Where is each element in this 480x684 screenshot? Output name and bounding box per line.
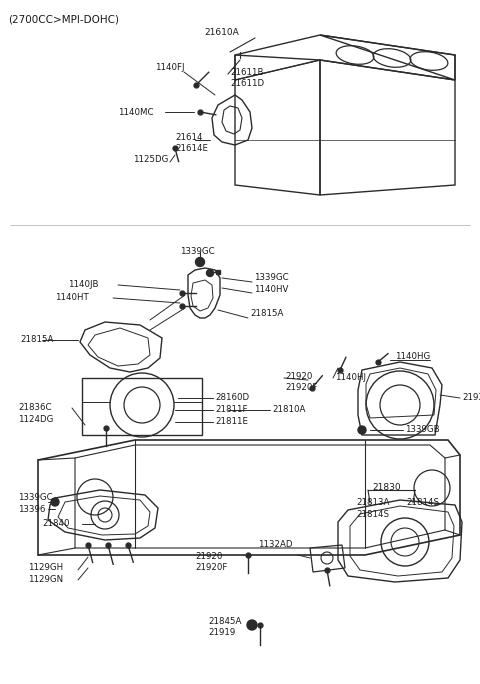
Text: 21614E: 21614E [175, 144, 208, 153]
Text: 1129GN: 1129GN [28, 575, 63, 584]
Text: 21811F: 21811F [215, 405, 248, 414]
Text: (2700CC>MPI-DOHC): (2700CC>MPI-DOHC) [8, 14, 119, 24]
Text: 1339GC: 1339GC [254, 274, 288, 282]
Text: 1124DG: 1124DG [18, 415, 53, 424]
Text: 1125DG: 1125DG [133, 155, 168, 164]
Text: 21920: 21920 [195, 552, 222, 561]
Text: 21845A: 21845A [208, 617, 241, 626]
Text: 13396: 13396 [18, 505, 46, 514]
Text: 21919: 21919 [208, 628, 235, 637]
Text: 1140HJ: 1140HJ [335, 373, 366, 382]
Text: 1129GH: 1129GH [28, 563, 63, 572]
Text: 1339GC: 1339GC [180, 247, 214, 256]
Text: 21814S: 21814S [406, 498, 439, 507]
Text: 21840: 21840 [42, 520, 70, 529]
Text: 21611B: 21611B [230, 68, 264, 77]
Text: 21811E: 21811E [215, 417, 248, 426]
Text: 21920F: 21920F [195, 563, 228, 572]
Circle shape [195, 257, 204, 267]
Text: 1140MC: 1140MC [118, 108, 154, 117]
Text: 21814S: 21814S [356, 510, 389, 519]
Text: 1140HT: 1140HT [55, 293, 89, 302]
Text: 1140HV: 1140HV [254, 285, 288, 295]
Text: 21836C: 21836C [18, 403, 51, 412]
Text: 21920: 21920 [285, 372, 312, 381]
Text: 21920F: 21920F [285, 383, 317, 392]
Text: 1339GC: 1339GC [18, 492, 53, 501]
Text: 28160D: 28160D [215, 393, 249, 402]
Text: 21830: 21830 [372, 483, 401, 492]
Circle shape [358, 426, 366, 434]
Circle shape [206, 269, 214, 276]
Text: 1140JB: 1140JB [68, 280, 98, 289]
Circle shape [247, 620, 257, 630]
Text: 21815A: 21815A [250, 309, 283, 319]
Circle shape [51, 498, 59, 506]
Text: 21611D: 21611D [230, 79, 264, 88]
Text: 1339GB: 1339GB [405, 425, 440, 434]
Text: 21813A: 21813A [356, 498, 389, 507]
Text: 21614: 21614 [175, 133, 203, 142]
Text: 1140FJ: 1140FJ [155, 63, 184, 72]
Text: 21610A: 21610A [204, 28, 240, 37]
Text: 1132AD: 1132AD [258, 540, 292, 549]
Text: 21930R: 21930R [462, 393, 480, 402]
Text: 21815A: 21815A [20, 335, 53, 344]
Text: 1140HG: 1140HG [395, 352, 430, 361]
Text: 21810A: 21810A [272, 405, 305, 414]
